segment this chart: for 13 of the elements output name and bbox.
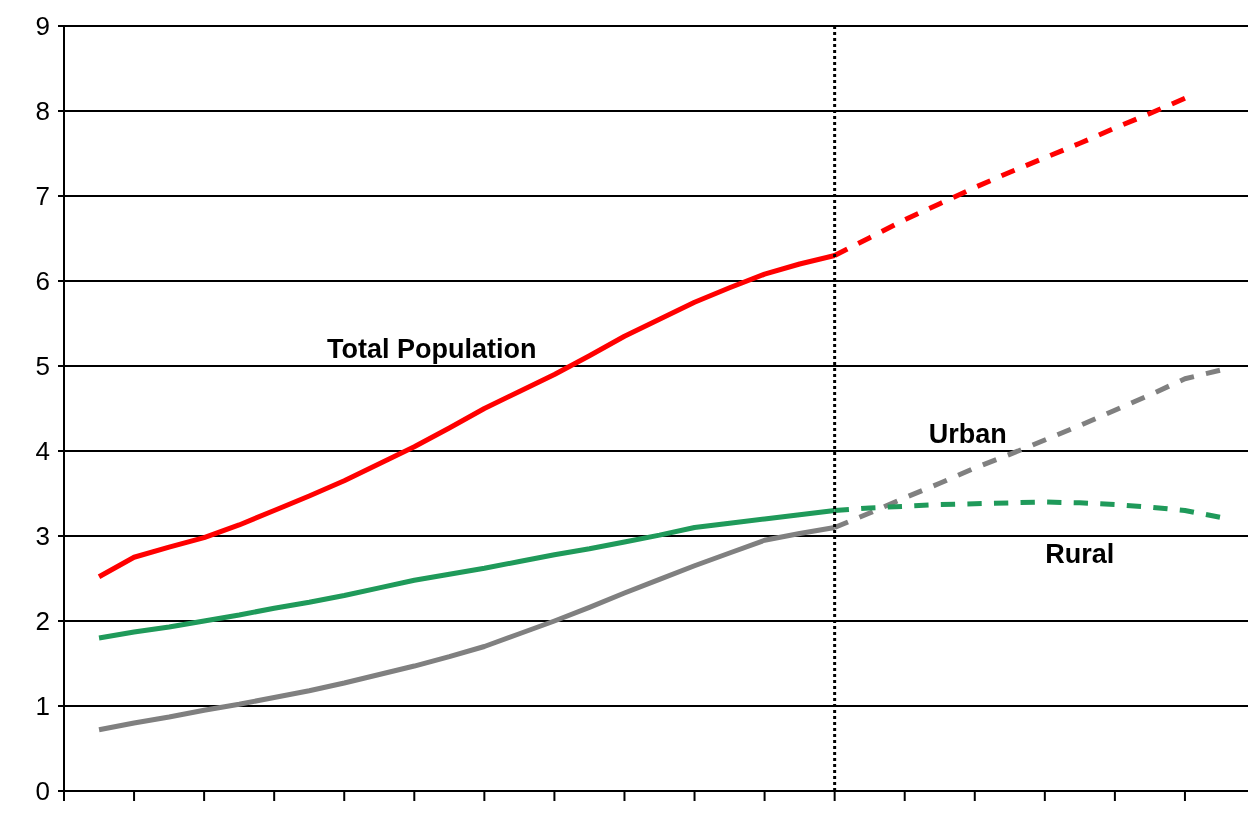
y-tick-label: 0 [35, 776, 50, 807]
y-tick-label: 3 [35, 521, 50, 552]
y-tick-label: 1 [35, 691, 50, 722]
y-tick-label: 7 [35, 181, 50, 212]
y-tick-label: 8 [35, 96, 50, 127]
y-tick-label: 5 [35, 351, 50, 382]
y-tick-label: 6 [35, 266, 50, 297]
y-tick-label: 4 [35, 436, 50, 467]
series-label: Total Population [327, 333, 537, 364]
series-label: Urban [928, 418, 1007, 449]
series-label: Rural [1045, 539, 1115, 570]
y-tick-label: 2 [35, 606, 50, 637]
y-tick-label: 9 [35, 11, 50, 42]
